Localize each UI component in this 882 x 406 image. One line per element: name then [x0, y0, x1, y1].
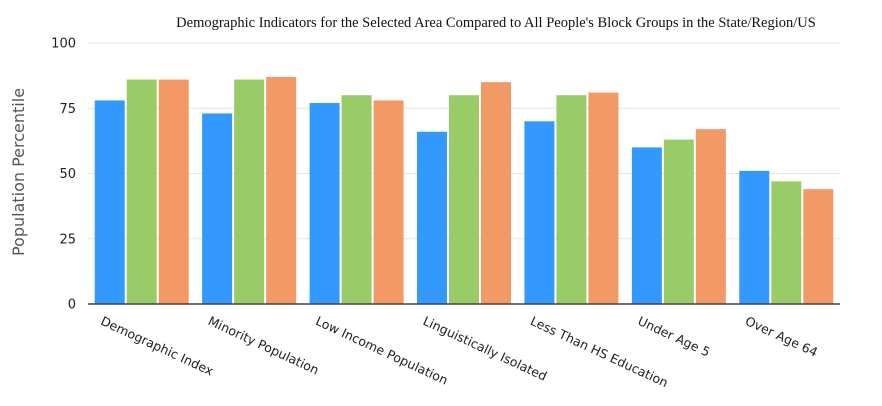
y-tick-label: 50: [59, 167, 76, 182]
bar-series1-5: [524, 121, 555, 304]
bar-series1-7: [739, 170, 770, 304]
bar-series3-6: [695, 129, 726, 304]
x-tick-label: Minority Population: [206, 313, 321, 377]
bar-series2-6: [663, 139, 694, 304]
bar-series2-3: [341, 95, 372, 304]
bar-series3-1: [158, 79, 189, 304]
bar-series2-4: [449, 95, 479, 304]
bar-series2-1: [126, 79, 157, 304]
bar-series2-7: [771, 181, 802, 304]
bar-series1-6: [631, 147, 662, 304]
bar-series3-5: [588, 92, 619, 304]
y-axis-label: Population Percentile: [9, 88, 28, 256]
y-tick-label: 75: [59, 102, 76, 117]
chart-title: Demographic Indicators for the Selected …: [176, 15, 816, 31]
y-tick-label: 0: [68, 298, 76, 313]
x-tick-label: Over Age 64: [743, 313, 820, 360]
bar-series1-3: [309, 103, 340, 304]
bar-series2-5: [556, 95, 587, 304]
y-tick-label: 100: [51, 37, 76, 52]
bar-series1-2: [202, 113, 233, 304]
bars: [94, 76, 834, 305]
x-tick-label: Demographic Index: [98, 313, 215, 378]
bar-series3-7: [803, 189, 834, 304]
y-axis-ticks: 0 25 50 75 100: [51, 37, 76, 313]
bar-series3-4: [481, 82, 511, 305]
bar-series3-3: [373, 100, 404, 304]
bar-series1-1: [94, 100, 125, 304]
bar-series2-2: [234, 79, 265, 304]
bar-series3-2: [266, 76, 297, 305]
bar-series1-4: [417, 131, 447, 304]
y-tick-label: 25: [59, 232, 76, 247]
x-tick-label: Under Age 5: [636, 313, 713, 360]
